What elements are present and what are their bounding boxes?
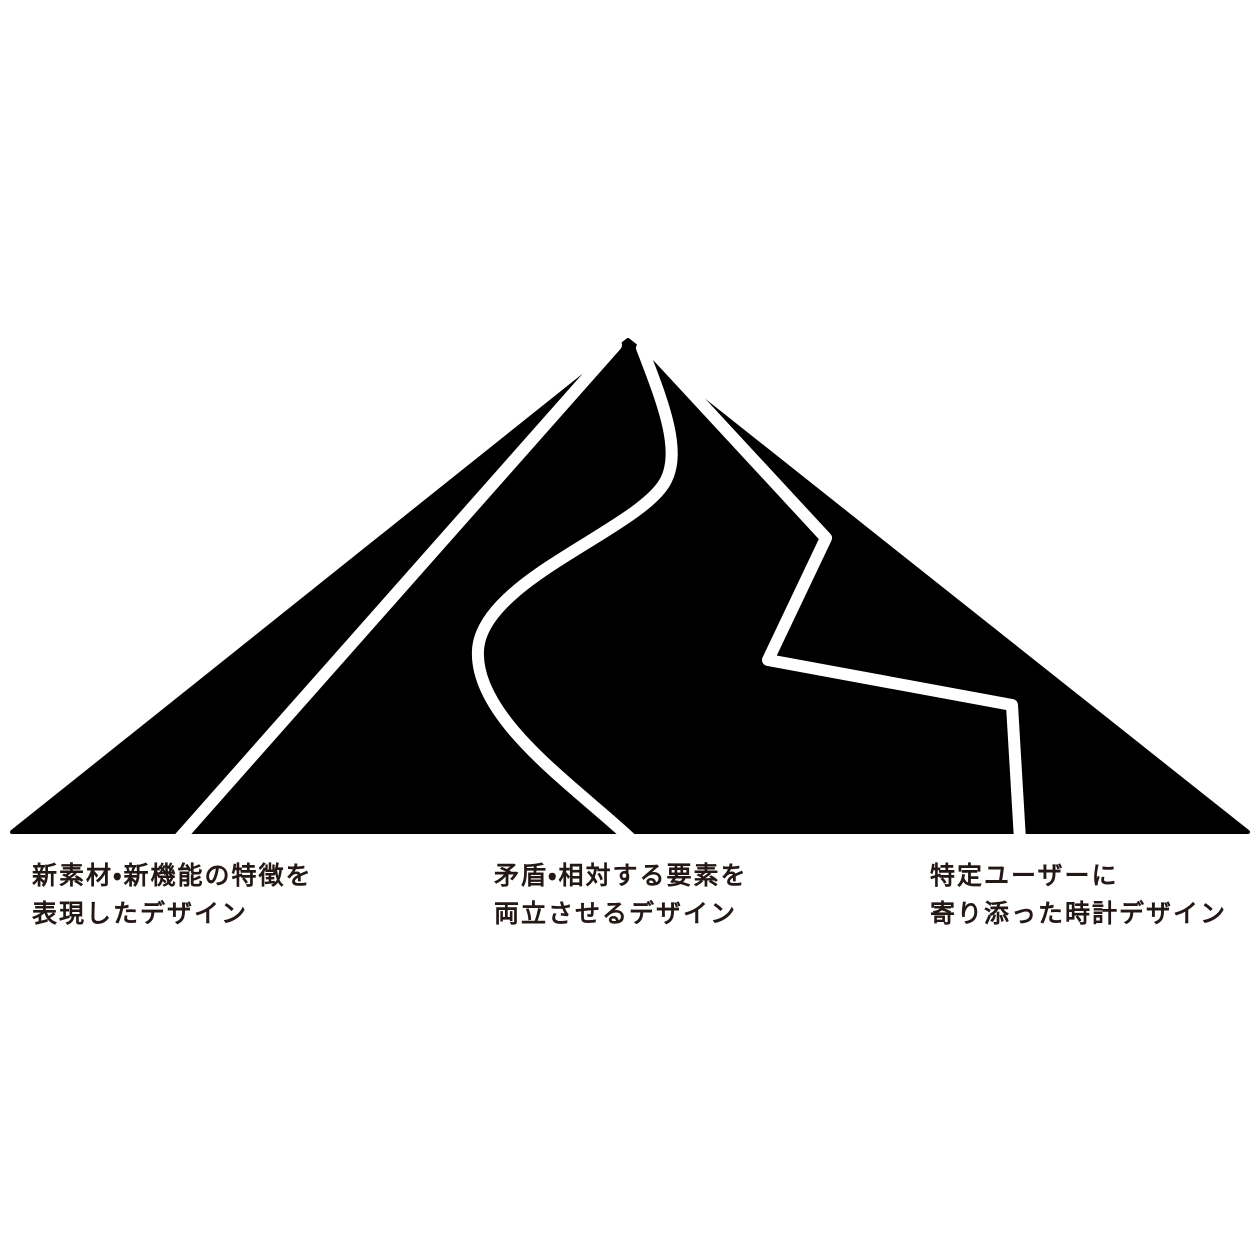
caption-line: 表現したデザイン [31,899,248,928]
path-right [646,344,1026,846]
caption-line: 両立させるデザイン [494,899,737,928]
caption-line: 新素材・新機能の特徴を [31,861,313,890]
base-mask [0,834,1260,864]
mountain [10,338,1250,834]
caption-line: 寄り添った時計デザイン [930,899,1227,928]
path-middle [471,342,678,846]
paths [172,339,1026,846]
path-left [172,339,622,846]
caption-line: 矛盾・相対する要素を [494,861,748,890]
caption-line: 特定ユーザーに [930,861,1119,890]
